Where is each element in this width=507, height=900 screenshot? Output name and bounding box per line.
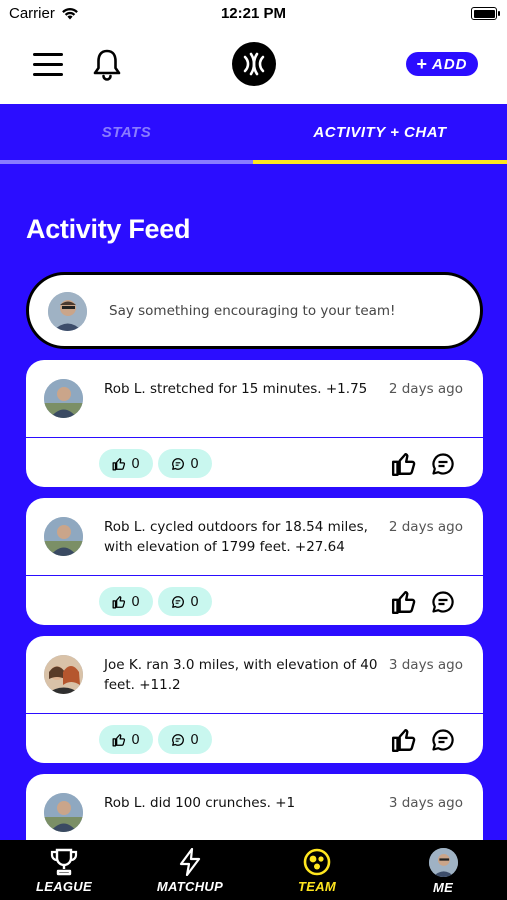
thumbs-up-icon	[112, 457, 126, 470]
activity-text: Rob L. stretched for 15 minutes. +1.75	[104, 381, 368, 397]
comment-count: 0	[190, 593, 199, 610]
clock: 12:21 PM	[220, 5, 287, 22]
nav-team[interactable]: TEAM	[267, 840, 367, 900]
add-button-label: ADD	[432, 55, 468, 73]
card-divider	[26, 575, 483, 576]
tab-stats-indicator	[0, 160, 253, 164]
bottom-nav: LEAGUE MATCHUP TEAM ME	[0, 840, 507, 900]
activity-text: Rob L. cycled outdoors for 18.54 miles, …	[104, 519, 368, 555]
like-count: 0	[131, 593, 140, 610]
activity-time: 2 days ago	[388, 381, 463, 397]
activity-time: 3 days ago	[388, 795, 463, 811]
thumbs-up-icon[interactable]	[391, 450, 417, 478]
logo-mark-icon	[243, 52, 265, 76]
comment-icon	[172, 457, 185, 470]
page-title: Activity Feed	[26, 214, 191, 244]
plus-icon: +	[416, 54, 428, 74]
comment-count: 0	[190, 455, 199, 472]
activity-text: Rob L. did 100 crunches. +1	[104, 795, 296, 811]
avatar	[48, 292, 87, 331]
bell-icon[interactable]	[91, 48, 123, 82]
comment-icon[interactable]	[431, 452, 455, 476]
like-count-badge[interactable]: 0	[99, 449, 153, 478]
like-count: 0	[131, 731, 140, 748]
nav-team-label: TEAM	[297, 879, 337, 894]
status-bar: Carrier 12:21 PM	[0, 0, 507, 28]
nav-me-label: ME	[432, 880, 454, 895]
comment-icon	[172, 733, 185, 746]
activity-time: 2 days ago	[388, 519, 463, 535]
avatar	[44, 655, 83, 694]
comment-count: 0	[190, 731, 199, 748]
carrier-label: Carrier	[9, 5, 55, 22]
composer-placeholder: Say something encouraging to your team!	[109, 303, 396, 319]
comment-icon[interactable]	[431, 728, 455, 752]
tab-stats-label: STATS	[101, 123, 152, 141]
like-count-badge[interactable]: 0	[99, 587, 153, 616]
tab-activity-indicator	[253, 160, 507, 164]
card-divider	[26, 437, 483, 438]
avatar	[44, 379, 83, 418]
like-count: 0	[131, 455, 140, 472]
avatar	[44, 793, 83, 832]
avatar	[428, 848, 458, 877]
activity-card: Rob L. stretched for 15 minutes. +1.75 2…	[26, 360, 483, 487]
nav-matchup[interactable]: MATCHUP	[140, 840, 240, 900]
chat-composer-input[interactable]: Say something encouraging to your team!	[26, 272, 483, 349]
activity-card: Rob L. cycled outdoors for 18.54 miles, …	[26, 498, 483, 625]
activity-text: Joe K. ran 3.0 miles, with elevation of …	[104, 657, 378, 693]
like-count-badge[interactable]: 0	[99, 725, 153, 754]
nav-league[interactable]: LEAGUE	[14, 840, 114, 900]
carrier-info: Carrier	[9, 5, 79, 22]
comment-icon	[172, 595, 185, 608]
app-header: + ADD	[0, 28, 507, 104]
tab-activity-label: ACTIVITY + CHAT	[313, 123, 447, 141]
tab-activity-chat[interactable]: ACTIVITY + CHAT	[253, 104, 507, 164]
tab-bar: STATS ACTIVITY + CHAT	[0, 104, 507, 164]
wifi-icon	[61, 8, 78, 20]
thumbs-up-icon	[112, 595, 126, 608]
avatar	[44, 517, 83, 556]
thumbs-up-icon[interactable]	[391, 588, 417, 616]
thumbs-up-icon	[112, 733, 126, 746]
activity-card: Joe K. ran 3.0 miles, with elevation of …	[26, 636, 483, 763]
team-icon	[303, 848, 331, 876]
trophy-icon	[50, 848, 78, 876]
tab-stats[interactable]: STATS	[0, 104, 253, 164]
menu-icon[interactable]	[33, 53, 63, 77]
lightning-icon	[179, 848, 201, 876]
comment-count-badge[interactable]: 0	[158, 725, 212, 754]
thumbs-up-icon[interactable]	[391, 726, 417, 754]
activity-time: 3 days ago	[388, 657, 463, 673]
app-logo	[232, 42, 276, 86]
nav-matchup-label: MATCHUP	[156, 879, 224, 894]
card-divider	[26, 713, 483, 714]
add-button[interactable]: + ADD	[406, 52, 478, 76]
comment-count-badge[interactable]: 0	[158, 449, 212, 478]
battery-icon	[471, 7, 500, 20]
nav-league-label: LEAGUE	[36, 879, 92, 894]
comment-count-badge[interactable]: 0	[158, 587, 212, 616]
comment-icon[interactable]	[431, 590, 455, 614]
nav-me[interactable]: ME	[393, 840, 493, 900]
